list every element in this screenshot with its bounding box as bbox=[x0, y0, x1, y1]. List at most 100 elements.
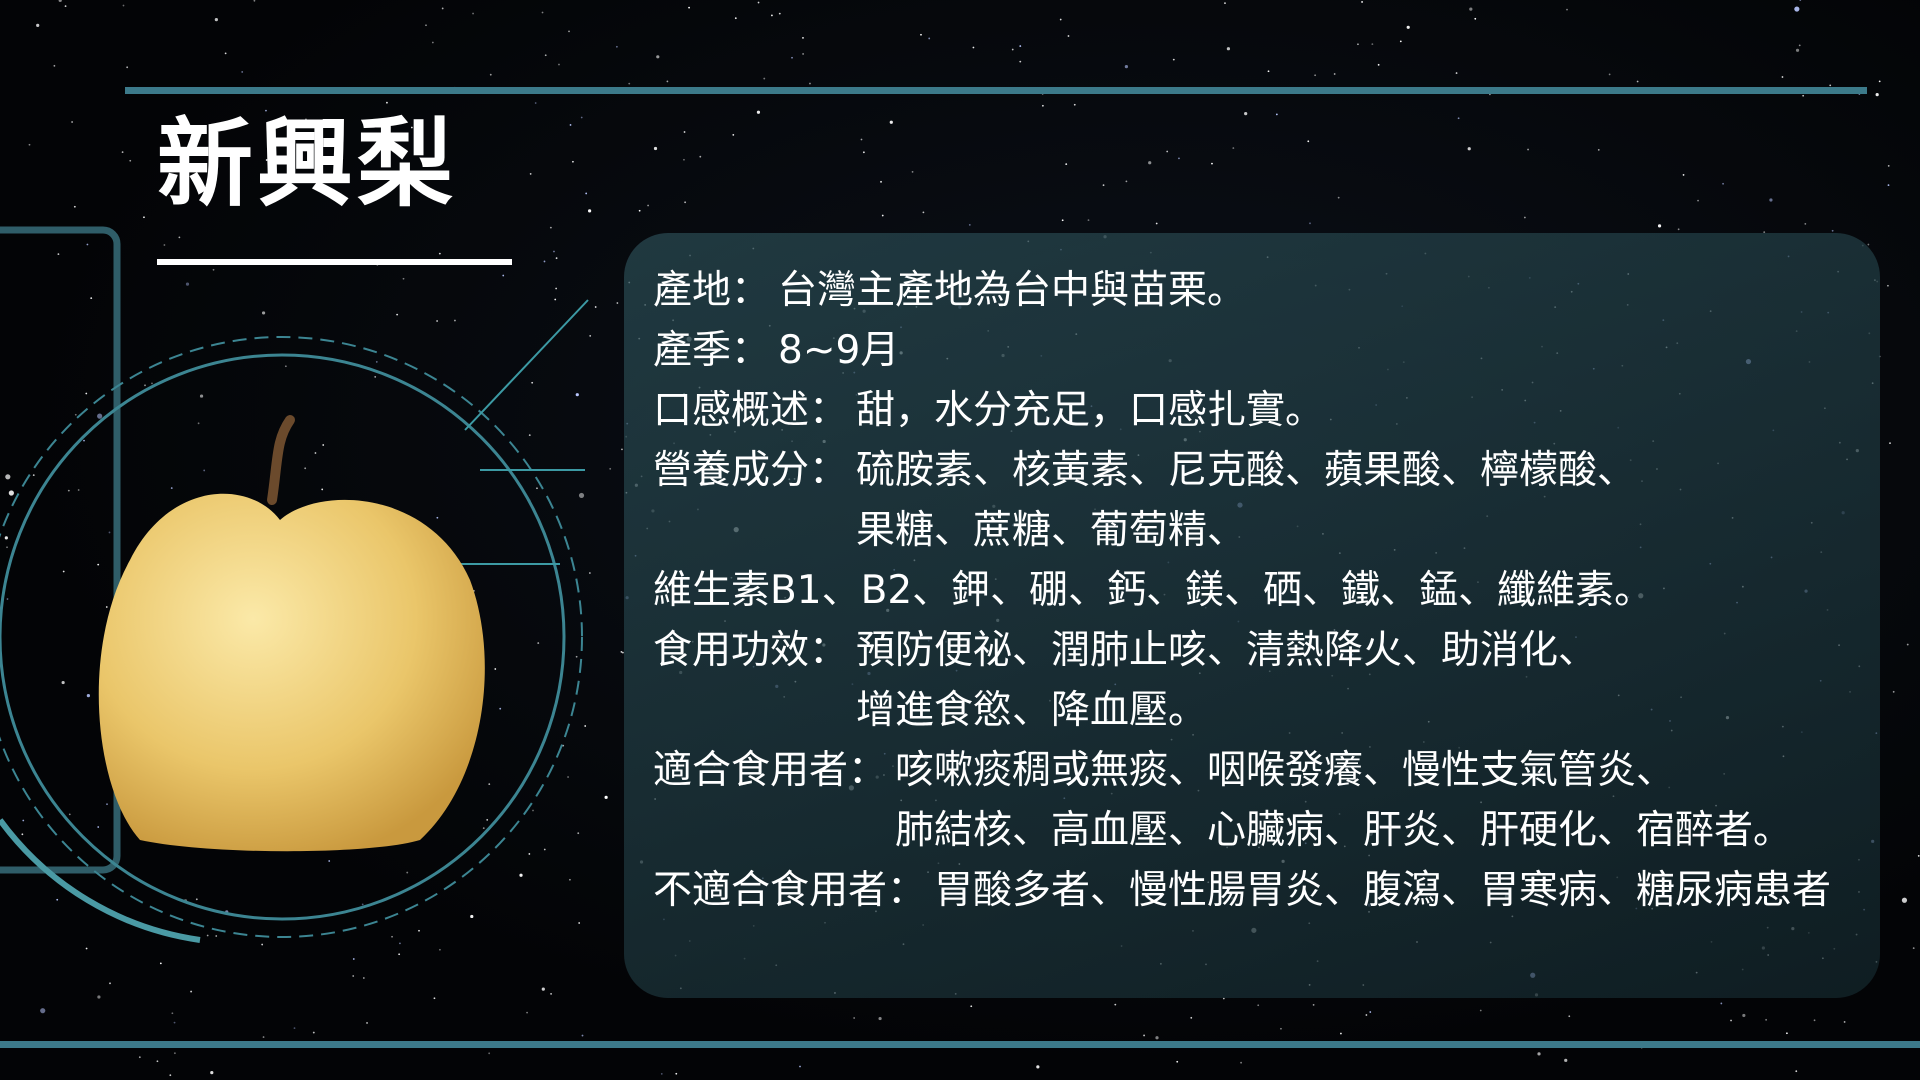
star bbox=[1720, 1002, 1723, 1005]
star bbox=[1469, 7, 1473, 11]
star bbox=[1917, 854, 1920, 857]
star bbox=[431, 41, 434, 44]
info-line: 甜，水分充足，口感扎實。 bbox=[856, 388, 1325, 433]
star bbox=[1377, 63, 1380, 66]
info-item: 產季： 8~9月 bbox=[653, 321, 1831, 381]
star bbox=[1073, 103, 1076, 106]
star bbox=[1155, 1036, 1159, 1040]
ring-dashed bbox=[0, 336, 583, 938]
star bbox=[1406, 25, 1410, 29]
star bbox=[1608, 73, 1611, 76]
star bbox=[71, 121, 73, 123]
star bbox=[159, 962, 162, 965]
title-underline bbox=[157, 259, 512, 265]
star bbox=[206, 934, 209, 937]
star bbox=[1781, 76, 1784, 78]
star bbox=[105, 606, 108, 608]
star bbox=[928, 37, 931, 40]
star bbox=[541, 987, 545, 991]
star bbox=[261, 311, 266, 315]
star bbox=[399, 942, 401, 945]
star bbox=[1682, 174, 1685, 176]
star bbox=[73, 205, 76, 208]
star bbox=[621, 448, 623, 451]
star bbox=[1340, 1032, 1342, 1035]
star bbox=[1657, 224, 1662, 228]
star bbox=[6, 546, 8, 549]
star bbox=[1226, 47, 1231, 51]
star bbox=[32, 474, 35, 477]
star bbox=[532, 809, 534, 812]
info-item: 不適合食用者： 胃酸多者、慢性腸胃炎、腹瀉、胃寒病、糖尿病患者 bbox=[653, 861, 1831, 921]
star bbox=[526, 1011, 528, 1014]
star bbox=[366, 1022, 368, 1024]
star bbox=[1314, 74, 1317, 77]
star bbox=[1802, 94, 1805, 97]
star bbox=[853, 1017, 856, 1019]
ring bbox=[0, 353, 566, 921]
star bbox=[666, 80, 669, 83]
title: 新興梨 bbox=[157, 108, 457, 220]
info-label: 口感概述： bbox=[653, 388, 849, 433]
star bbox=[647, 204, 649, 207]
star bbox=[757, 1, 760, 4]
star bbox=[215, 935, 218, 937]
star bbox=[97, 563, 100, 566]
star bbox=[5, 474, 11, 480]
star bbox=[554, 298, 557, 301]
star bbox=[362, 977, 365, 979]
star bbox=[488, 1052, 491, 1055]
info-line: 8~9月 bbox=[778, 328, 900, 373]
star bbox=[1831, 229, 1834, 232]
star bbox=[1275, 113, 1278, 116]
star bbox=[122, 4, 125, 7]
bottom-rule bbox=[0, 1041, 1920, 1048]
star bbox=[97, 413, 103, 419]
star bbox=[1087, 219, 1090, 222]
star bbox=[1455, 72, 1458, 74]
info-text: 預防便祕、潤肺止咳、清熱降火、助消化、 增進食慾、降血壓。 bbox=[856, 621, 1597, 741]
info-text: 硫胺素、核黃素、尼克酸、蘋果酸、檸檬酸、 果糖、蔗糖、葡萄精、 bbox=[856, 441, 1636, 561]
star bbox=[86, 243, 89, 246]
star bbox=[331, 122, 334, 125]
star bbox=[126, 66, 129, 69]
info-list: 產地： 台灣主產地為台中與苗栗。 產季： 8~9月 口感概述： 甜，水分充足，口感扎實。營… bbox=[653, 261, 1831, 921]
star bbox=[374, 376, 377, 378]
star bbox=[683, 131, 686, 133]
star bbox=[304, 467, 307, 470]
star bbox=[1399, 40, 1402, 43]
star bbox=[1878, 80, 1881, 83]
star bbox=[1597, 148, 1600, 151]
star bbox=[581, 1034, 584, 1037]
info-text: 咳嗽痰稠或無痰、咽喉發癢、慢性支氣管炎、 肺結核、高血壓、心臟病、肝炎、肝硬化、宿… bbox=[895, 741, 1792, 861]
star bbox=[531, 381, 534, 384]
star bbox=[528, 853, 531, 855]
star bbox=[567, 776, 569, 778]
star bbox=[386, 101, 388, 104]
star bbox=[911, 170, 914, 173]
star bbox=[1190, 1016, 1193, 1019]
star bbox=[74, 413, 77, 416]
star bbox=[860, 138, 863, 141]
star bbox=[1799, 0, 1802, 1]
star bbox=[1795, 1070, 1798, 1073]
star bbox=[56, 898, 59, 901]
info-label: 產地： bbox=[653, 268, 771, 313]
star bbox=[1867, 243, 1870, 246]
star bbox=[881, 214, 884, 217]
star bbox=[293, 1027, 296, 1030]
star bbox=[1176, 1060, 1179, 1063]
star bbox=[1244, 112, 1248, 116]
star bbox=[156, 1060, 159, 1063]
star bbox=[577, 832, 580, 835]
star bbox=[536, 487, 538, 490]
star bbox=[1804, 222, 1807, 225]
star bbox=[1769, 198, 1773, 202]
star bbox=[1125, 180, 1128, 183]
star bbox=[628, 82, 631, 85]
star bbox=[265, 159, 268, 161]
star bbox=[265, 109, 267, 112]
star bbox=[241, 71, 244, 73]
star bbox=[578, 922, 581, 924]
